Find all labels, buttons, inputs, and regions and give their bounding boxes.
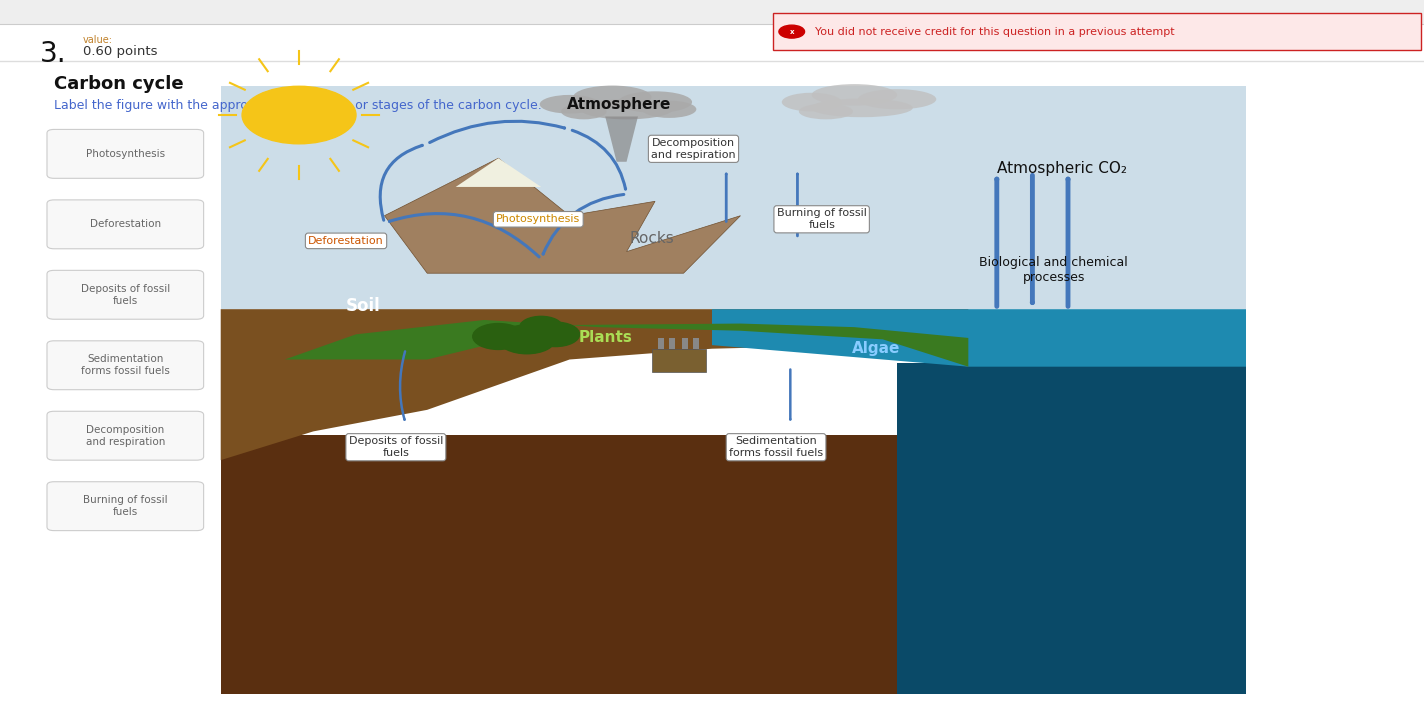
Text: Algae: Algae xyxy=(852,342,900,356)
Ellipse shape xyxy=(581,99,674,119)
Circle shape xyxy=(498,325,555,354)
Ellipse shape xyxy=(799,104,853,119)
Text: Deforestation: Deforestation xyxy=(308,236,384,246)
Text: Deforestation: Deforestation xyxy=(90,219,161,229)
FancyBboxPatch shape xyxy=(47,411,204,460)
Text: Decomposition
and respiration: Decomposition and respiration xyxy=(651,138,736,160)
Ellipse shape xyxy=(540,95,600,114)
Polygon shape xyxy=(712,309,1246,367)
Text: Plants: Plants xyxy=(578,331,632,345)
Bar xyxy=(652,349,706,372)
Ellipse shape xyxy=(810,99,913,117)
Text: value:: value: xyxy=(83,35,112,45)
Ellipse shape xyxy=(618,91,692,113)
Text: Photosynthesis: Photosynthesis xyxy=(496,214,581,224)
Text: Photosynthesis: Photosynthesis xyxy=(85,149,165,159)
FancyBboxPatch shape xyxy=(47,270,204,319)
FancyBboxPatch shape xyxy=(47,341,204,390)
Polygon shape xyxy=(221,309,968,460)
Bar xyxy=(0,0,1424,24)
Text: Decomposition
and respiration: Decomposition and respiration xyxy=(85,425,165,446)
Text: Deposits of fossil
fuels: Deposits of fossil fuels xyxy=(81,284,169,306)
Text: Soil: Soil xyxy=(346,296,380,315)
FancyBboxPatch shape xyxy=(773,13,1421,50)
Ellipse shape xyxy=(857,89,937,109)
Polygon shape xyxy=(605,116,638,162)
Text: You did not receive credit for this question in a previous attempt: You did not receive credit for this ques… xyxy=(815,27,1175,37)
Circle shape xyxy=(473,324,524,349)
Text: Sedimentation
forms fossil fuels: Sedimentation forms fossil fuels xyxy=(81,354,169,376)
Circle shape xyxy=(242,86,356,144)
Bar xyxy=(221,86,1246,309)
Circle shape xyxy=(520,316,562,338)
Circle shape xyxy=(531,322,580,347)
Text: Burning of fossil
fuels: Burning of fossil fuels xyxy=(776,209,867,230)
Text: Carbon cycle: Carbon cycle xyxy=(54,75,184,93)
Text: x: x xyxy=(789,29,795,35)
Ellipse shape xyxy=(812,84,897,106)
Text: Burning of fossil
fuels: Burning of fossil fuels xyxy=(83,495,168,517)
Text: 0.60 points: 0.60 points xyxy=(83,45,157,58)
Text: 3.: 3. xyxy=(40,40,67,68)
Bar xyxy=(693,338,699,349)
Bar xyxy=(897,363,1246,694)
Polygon shape xyxy=(285,320,968,367)
Bar xyxy=(658,338,664,349)
Text: Rocks: Rocks xyxy=(629,232,675,246)
FancyBboxPatch shape xyxy=(47,482,204,531)
Bar xyxy=(682,338,688,349)
Text: Sedimentation
forms fossil fuels: Sedimentation forms fossil fuels xyxy=(729,436,823,458)
Ellipse shape xyxy=(572,86,652,109)
FancyBboxPatch shape xyxy=(47,200,204,249)
Text: Atmospheric CO₂: Atmospheric CO₂ xyxy=(997,162,1126,176)
Bar xyxy=(669,338,675,349)
Ellipse shape xyxy=(782,93,842,111)
Polygon shape xyxy=(384,158,740,273)
Text: Atmosphere: Atmosphere xyxy=(567,97,672,111)
Ellipse shape xyxy=(561,104,607,119)
Polygon shape xyxy=(456,158,541,187)
Bar xyxy=(221,435,961,694)
Text: Label the figure with the appropriate processes or stages of the carbon cycle.: Label the figure with the appropriate pr… xyxy=(54,99,543,112)
FancyBboxPatch shape xyxy=(47,129,204,178)
Text: Biological and chemical
processes: Biological and chemical processes xyxy=(980,256,1128,283)
Ellipse shape xyxy=(642,101,696,118)
Circle shape xyxy=(779,25,805,38)
Text: Deposits of fossil
fuels: Deposits of fossil fuels xyxy=(349,436,443,458)
